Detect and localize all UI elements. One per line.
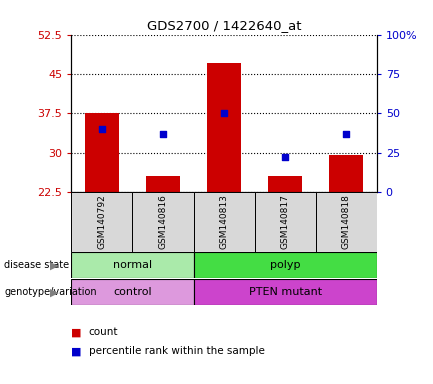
Point	[159, 131, 166, 137]
Bar	[255, 192, 316, 252]
Text: GSM140813: GSM140813	[220, 194, 229, 249]
Bar	[71, 279, 194, 305]
Text: control: control	[113, 287, 152, 297]
Bar	[330, 155, 363, 192]
Title: GDS2700 / 1422640_at: GDS2700 / 1422640_at	[147, 19, 301, 32]
Bar	[194, 252, 377, 278]
Text: GSM140816: GSM140816	[158, 194, 168, 249]
Text: count: count	[89, 327, 118, 337]
Text: ■: ■	[71, 346, 82, 356]
Bar	[268, 176, 302, 192]
Point	[281, 154, 288, 161]
Text: percentile rank within the sample: percentile rank within the sample	[89, 346, 265, 356]
Bar	[85, 113, 119, 192]
Text: ■: ■	[71, 327, 82, 337]
Bar	[71, 192, 132, 252]
Text: polyp: polyp	[270, 260, 301, 270]
Point	[343, 131, 350, 137]
Bar	[194, 279, 377, 305]
Text: GSM140818: GSM140818	[342, 194, 351, 249]
Bar	[146, 176, 180, 192]
Text: GSM140817: GSM140817	[281, 194, 290, 249]
Text: genotype/variation: genotype/variation	[4, 287, 97, 297]
Text: ▶: ▶	[50, 260, 58, 270]
Bar	[316, 192, 377, 252]
Text: PTEN mutant: PTEN mutant	[249, 287, 322, 297]
Bar	[194, 192, 255, 252]
Bar	[132, 192, 194, 252]
Text: normal: normal	[113, 260, 152, 270]
Text: ▶: ▶	[50, 287, 58, 297]
Text: disease state: disease state	[4, 260, 69, 270]
Bar	[71, 252, 194, 278]
Text: GSM140792: GSM140792	[97, 194, 107, 249]
Point	[220, 110, 228, 116]
Point	[99, 126, 106, 132]
Bar	[207, 63, 241, 192]
